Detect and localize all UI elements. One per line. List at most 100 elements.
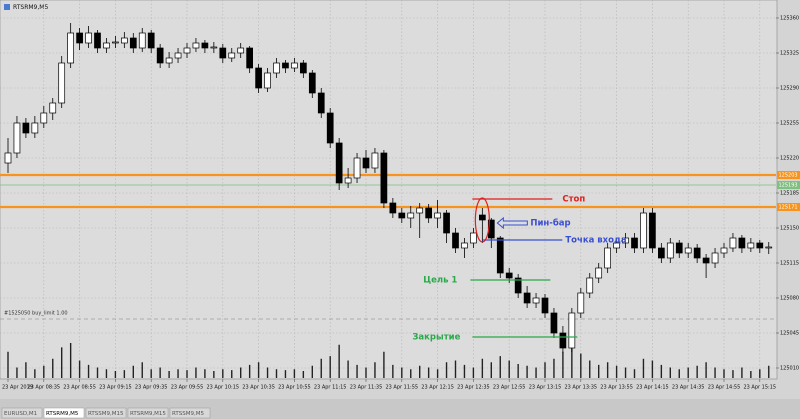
tab[interactable] (169, 407, 211, 419)
candle-body (693, 247, 701, 259)
x-tick-label: 23 Apr 11:35 (350, 385, 383, 391)
x-tick-label: 23 Apr 08:55 (63, 385, 96, 391)
candle-body (398, 212, 406, 219)
symbol-icon (4, 4, 10, 10)
tab-label: RTSRM9,M5 (46, 411, 79, 417)
candle-body (353, 157, 361, 179)
candle-body (183, 47, 191, 54)
y-tick-label: 125080 (780, 296, 799, 302)
candle-body (613, 242, 620, 249)
candle-body (201, 42, 209, 49)
x-tick-label: 23 Apr 12:35 (457, 385, 490, 391)
chart-title: RTSRM9,M5 (13, 4, 48, 11)
tab-label: EURUSD,M1 (4, 411, 37, 417)
candle-body (31, 122, 39, 134)
candle-body (702, 257, 710, 264)
x-tick-label: 23 Apr 08:35 (27, 385, 60, 391)
candle-body (103, 42, 110, 49)
candle-body (559, 332, 567, 349)
tab-label: RTSSM9,M15 (88, 411, 124, 417)
tab-label: RTSRM9,M15 (130, 411, 166, 417)
candle-body (237, 47, 245, 54)
annotation-label: Стоп (562, 195, 585, 205)
candle-body (94, 32, 101, 49)
annotation-label: Цель 1 (423, 276, 457, 286)
candle-body (219, 47, 227, 59)
order-label: #1525050 buy_limit 1.00 (4, 311, 68, 317)
candle-body (4, 152, 12, 164)
candle-body (246, 47, 253, 69)
y-tick-label: 125220 (780, 156, 799, 162)
level-tag (777, 203, 800, 211)
candle-body (640, 212, 647, 249)
x-tick-label: 23 Apr 15:15 (743, 385, 776, 391)
x-tick-label: 23 Apr 09:15 (99, 385, 132, 391)
candle-body (541, 297, 549, 314)
candle-body (756, 242, 764, 249)
candle-body (300, 62, 307, 74)
tab-label: RTSSM9,M5 (172, 411, 205, 417)
candle-body (371, 152, 379, 169)
candle-body (649, 212, 656, 249)
candle-body (380, 152, 388, 204)
candle-body (264, 72, 271, 89)
candle-body (496, 237, 504, 274)
candle-body (568, 312, 576, 349)
tab[interactable] (43, 407, 85, 419)
candle-body (192, 42, 200, 49)
candle-body (112, 41, 119, 44)
annotation-label: Закрытие (412, 333, 460, 343)
y-tick-label: 125115 (780, 261, 799, 267)
candle-body (452, 232, 459, 249)
candle-body (738, 237, 746, 249)
candle-body (228, 52, 236, 59)
candle-body (362, 157, 370, 169)
candle-body (317, 92, 325, 114)
y-tick-label: 125325 (780, 51, 799, 57)
candle-body (434, 212, 441, 219)
x-tick-label: 23 Apr 11:15 (314, 385, 347, 391)
tab[interactable] (85, 407, 127, 419)
x-tick-label: 23 Apr 14:55 (708, 385, 741, 391)
tab[interactable] (1, 407, 43, 419)
candle-body (470, 232, 477, 244)
candle-body (282, 62, 289, 69)
y-tick-label: 125360 (780, 16, 799, 22)
candle-body (577, 292, 585, 314)
candle-body (389, 202, 397, 214)
x-tick-label: 23 Apr 12:15 (421, 385, 454, 391)
candle-body (210, 46, 218, 49)
candle-body (85, 32, 92, 44)
candle-body (479, 214, 486, 221)
y-tick-label: 125010 (780, 366, 799, 372)
candle-body (622, 237, 629, 244)
candle-body (532, 297, 540, 304)
candle-body (586, 277, 594, 294)
level-tag (777, 171, 800, 179)
plot-area (0, 0, 778, 380)
candle-body (308, 72, 316, 94)
candle-body (49, 102, 57, 114)
candle-body (165, 57, 173, 64)
candle-body (129, 37, 137, 49)
candle-body (684, 247, 692, 254)
y-tick-label: 125290 (780, 86, 799, 92)
candle-body (604, 247, 612, 269)
candle-body (174, 52, 182, 59)
tab[interactable] (127, 407, 169, 419)
candle-body (729, 237, 737, 249)
level-tag (777, 181, 800, 189)
y-tick-label: 125150 (780, 226, 799, 232)
candle-body (58, 62, 66, 104)
candle-body (666, 242, 674, 259)
candle-body (711, 252, 719, 264)
x-tick-label: 23 Apr 10:15 (206, 385, 239, 391)
x-tick-label: 23 Apr 09:55 (171, 385, 204, 391)
y-tick-label: 125045 (780, 331, 799, 337)
x-tick-label: 23 Apr 2019 (2, 385, 33, 391)
candle-body (631, 237, 638, 249)
candle-body (40, 112, 48, 124)
candle-body (13, 122, 21, 154)
